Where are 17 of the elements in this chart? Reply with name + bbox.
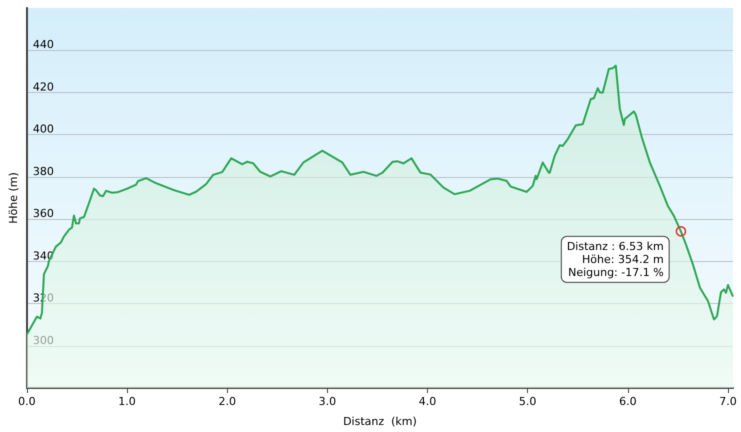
y-tick-label: 400 xyxy=(32,122,54,136)
annotation: Distanz : 6.53 km Höhe: 354.2 m Neigung: -17.1 % xyxy=(566,240,664,279)
x-tick-label: 3.0 xyxy=(318,395,336,408)
x-tick-label: 4.0 xyxy=(418,395,436,408)
y-tick-label: 360 xyxy=(32,207,54,220)
y-axis-title: Höhe (m) xyxy=(7,172,20,224)
x-tick-label: 7.0 xyxy=(719,395,737,408)
x-axis-title: Distanz (km) xyxy=(343,415,417,428)
y-tick-label: 380 xyxy=(32,164,54,178)
x-tick-label: 0.0 xyxy=(18,395,36,408)
y-tick-label: 420 xyxy=(32,80,54,94)
x-tick-label: 2.0 xyxy=(218,395,236,408)
x-tick-label: 1.0 xyxy=(118,395,136,408)
y-tick-label: 300 xyxy=(32,334,54,347)
y-tick-label: 440 xyxy=(32,38,54,52)
x-tick-label: 6.0 xyxy=(619,395,637,408)
x-tick-label: 5.0 xyxy=(518,395,536,408)
